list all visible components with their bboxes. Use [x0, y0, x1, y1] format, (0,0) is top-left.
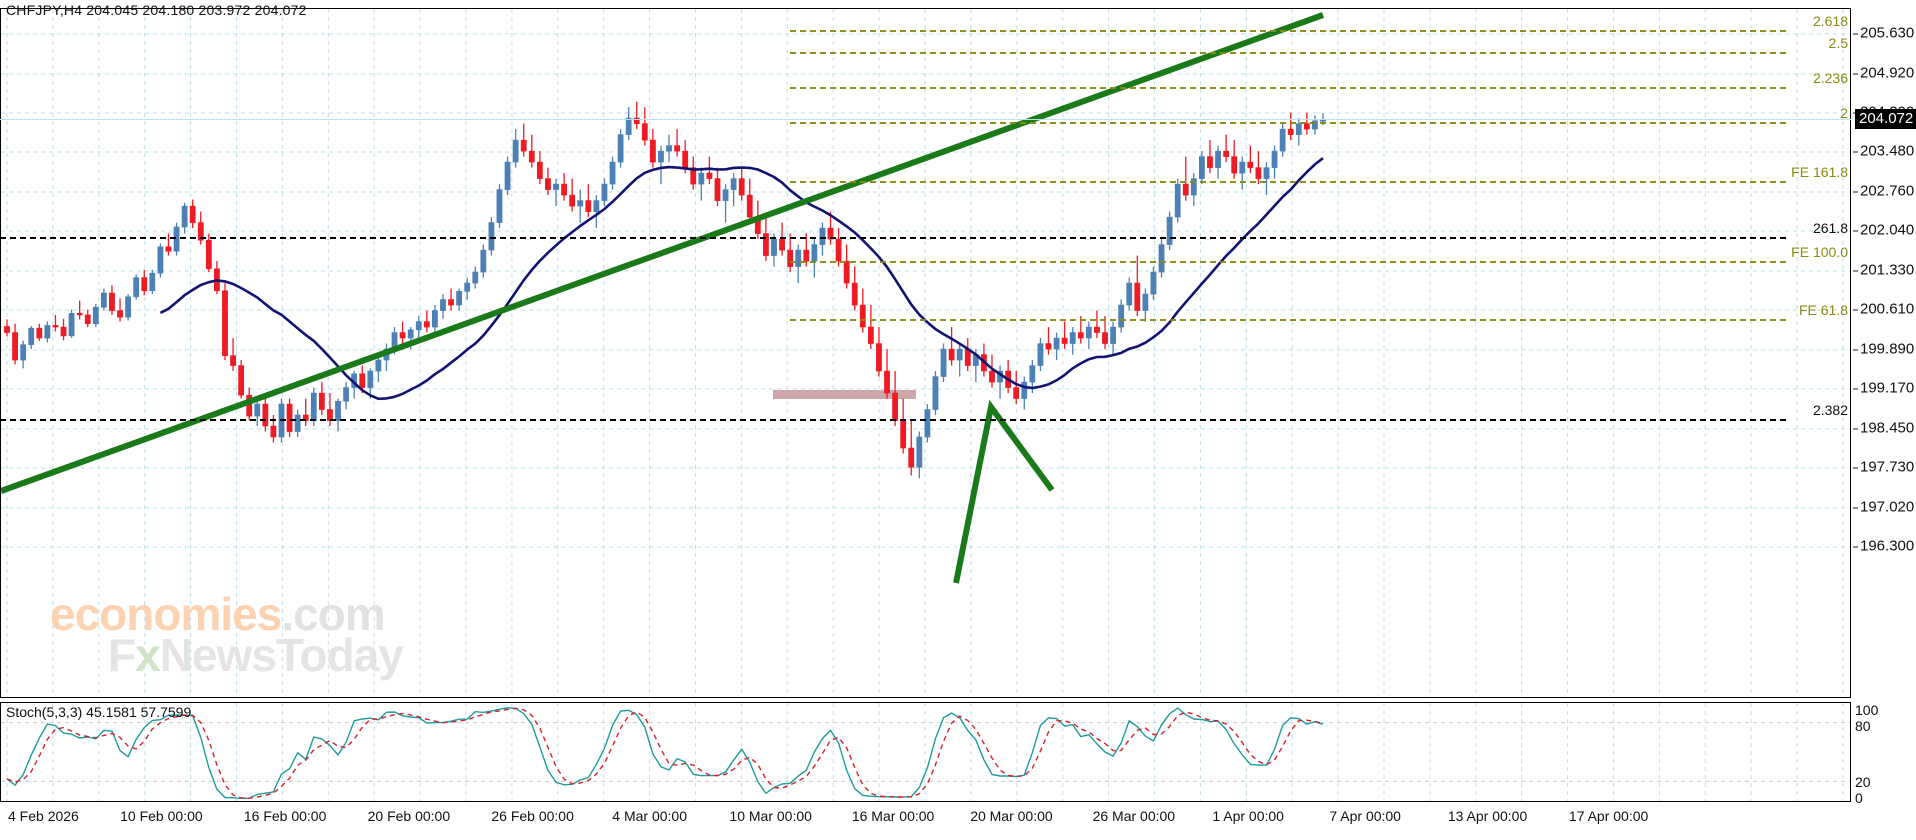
time-axis-label: 4 Mar 00:00 — [612, 808, 687, 824]
price-axis-tick: 203.480 — [1853, 143, 1914, 160]
time-axis-label: 26 Feb 00:00 — [491, 808, 574, 824]
stochastic-axis-tick: 80 — [1855, 718, 1871, 734]
price-axis-tick: 197.730 — [1853, 459, 1914, 476]
time-axis-label: 20 Feb 00:00 — [367, 808, 451, 824]
price-axis-tick: 204.920 — [1853, 65, 1914, 82]
price-axis-tick: 202.040 — [1853, 222, 1914, 239]
stochastic-title: Stoch(5,3,3) 45.1581 57.7599 — [6, 704, 192, 720]
stochastic-axis: 100 80 20 0 — [1852, 702, 1916, 806]
axis-tick-mark — [1853, 388, 1858, 389]
time-axis-label: 4 Feb 2026 — [8, 808, 79, 824]
price-axis-tick: 202.760 — [1853, 183, 1914, 200]
price-axis-tick: 200.610 — [1853, 301, 1914, 318]
time-axis-label: 26 Mar 00:00 — [1092, 808, 1176, 824]
time-axis-label: 10 Mar 00:00 — [729, 808, 812, 824]
axis-tick-mark — [1853, 507, 1858, 508]
stochastic-axis-tick: 20 — [1855, 774, 1871, 790]
price-axis-tick: 196.300 — [1853, 538, 1914, 555]
time-axis-label: 17 Apr 00:00 — [1568, 808, 1649, 824]
price-chart-panel[interactable] — [0, 8, 1851, 698]
axis-tick-mark — [1853, 191, 1858, 192]
chart-title: CHFJPY,H4 204.045 204.180 203.972 204.07… — [6, 2, 307, 18]
axis-tick-mark — [1853, 270, 1858, 271]
axis-tick-mark — [1853, 349, 1858, 350]
axis-tick-mark — [1853, 230, 1858, 231]
axis-tick-mark — [1853, 33, 1858, 34]
axis-tick-mark — [1853, 73, 1858, 74]
price-axis-tick: 201.330 — [1853, 262, 1914, 279]
axis-tick-mark — [1853, 151, 1858, 152]
stochastic-canvas — [1, 703, 1850, 801]
stochastic-axis-tick: 0 — [1855, 790, 1863, 806]
time-axis-label: 1 Apr 00:00 — [1212, 808, 1284, 824]
time-axis-label: 16 Mar 00:00 — [851, 808, 935, 824]
time-axis-label: 20 Mar 00:00 — [970, 808, 1053, 824]
time-axis-label: 7 Apr 00:00 — [1329, 808, 1401, 824]
price-axis-tick: 199.890 — [1853, 341, 1914, 358]
axis-tick-mark — [1853, 309, 1858, 310]
axis-tick-mark — [1853, 546, 1858, 547]
time-axis-label: 13 Apr 00:00 — [1447, 808, 1528, 824]
time-axis-label: 10 Feb 00:00 — [120, 808, 203, 824]
current-price-tag: 204.072 — [1855, 108, 1916, 129]
time-axis[interactable]: 4 Feb 2026 10 Feb 00:00 16 Feb 00:00 20 Feb… — [0, 806, 1851, 836]
axis-tick-mark — [1853, 467, 1858, 468]
price-chart-canvas — [1, 9, 1850, 697]
price-axis-tick: 199.170 — [1853, 380, 1914, 397]
price-axis-tick: 198.450 — [1853, 420, 1914, 437]
axis-tick-mark — [1853, 428, 1858, 429]
stochastic-axis-tick: 100 — [1855, 702, 1879, 718]
stochastic-panel[interactable] — [0, 702, 1851, 802]
price-axis-tick: 205.630 — [1853, 25, 1914, 42]
price-axis-tick: 197.020 — [1853, 499, 1914, 516]
time-axis-label: 16 Feb 00:00 — [243, 808, 327, 824]
current-price-line — [0, 118, 1851, 120]
